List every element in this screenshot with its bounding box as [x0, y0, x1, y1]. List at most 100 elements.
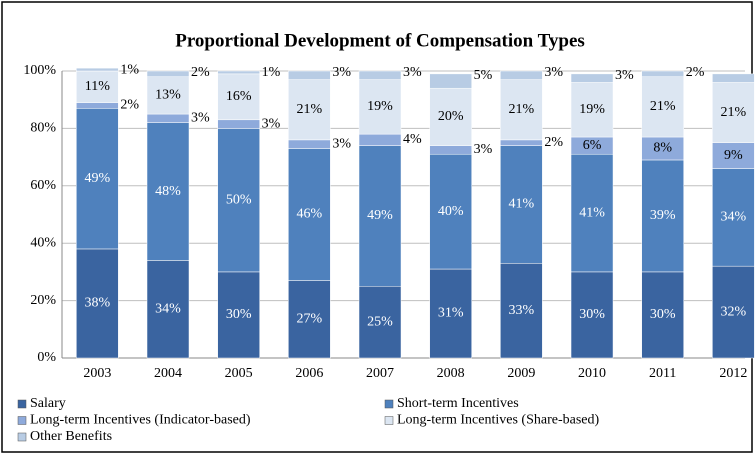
data-label: 20% — [438, 109, 464, 124]
data-label: 3% — [544, 65, 563, 80]
bar-segment — [76, 248, 119, 359]
data-label: 38% — [84, 296, 110, 311]
x-tick-label: 2004 — [154, 366, 182, 381]
x-tick-label: 2010 — [578, 366, 606, 381]
x-tick-label: 2006 — [295, 366, 323, 381]
data-label: 11% — [85, 79, 110, 94]
data-label: 33% — [509, 303, 535, 318]
bar-segment — [288, 148, 331, 281]
bar-segment — [429, 145, 472, 155]
bar-segment — [500, 139, 543, 146]
bar-segment — [500, 263, 543, 359]
bar-segment — [288, 280, 331, 359]
data-label: 8% — [653, 141, 672, 156]
data-label: 13% — [155, 88, 181, 103]
bar-segment — [146, 70, 190, 77]
data-label: 41% — [509, 197, 535, 212]
bar-segment — [76, 70, 119, 103]
chart-title: Proportional Development of Compensation… — [175, 30, 585, 51]
x-tick-label: 2005 — [225, 366, 253, 381]
data-label: 2% — [120, 98, 139, 113]
data-label: 49% — [84, 171, 110, 186]
x-tick-label: 2003 — [83, 366, 111, 381]
x-tick-label: 2007 — [366, 366, 394, 381]
x-tick-label: 2011 — [649, 366, 676, 381]
data-label: 2% — [191, 65, 210, 80]
bar-segment — [570, 153, 614, 273]
bar-segment — [500, 145, 543, 264]
bar-segment — [217, 70, 260, 75]
bar-segment — [641, 159, 684, 273]
y-tick-label: 40% — [30, 235, 56, 250]
data-label: 3% — [191, 111, 210, 126]
bar-segment — [570, 271, 614, 359]
legend-swatch — [384, 416, 394, 425]
legend-swatch — [17, 432, 27, 442]
bar-segment — [288, 70, 331, 80]
data-label: 40% — [438, 204, 464, 219]
y-tick-label: 80% — [30, 121, 56, 136]
bar-segment — [358, 133, 402, 146]
bar-segment — [146, 260, 190, 359]
bar-segment — [641, 70, 684, 77]
data-label: 46% — [297, 207, 323, 222]
data-label: 41% — [579, 205, 605, 220]
data-label: 21% — [509, 102, 535, 117]
bar-segment — [570, 73, 614, 83]
bar-segment — [76, 108, 119, 250]
bar-segment — [217, 119, 260, 129]
data-label: 49% — [367, 208, 393, 223]
bar-segment — [641, 76, 684, 138]
data-label: 25% — [367, 314, 393, 329]
legend-swatch — [17, 416, 27, 425]
bar-segment — [429, 153, 472, 270]
bar-segment — [712, 82, 755, 144]
legend-label: Short-term Incentives — [397, 396, 519, 411]
legend-label: Long-term Incentives (Share-based) — [397, 413, 599, 428]
data-label: 48% — [155, 184, 181, 199]
data-label: 3% — [403, 65, 422, 80]
bar-segment — [712, 73, 755, 83]
data-label: 21% — [721, 105, 747, 120]
x-tick-label: 2012 — [719, 366, 747, 381]
bar-segment — [146, 122, 190, 261]
bar-segment — [288, 79, 331, 141]
data-label: 5% — [474, 68, 493, 83]
legend-label: Other Benefits — [30, 429, 112, 444]
bar-segment — [570, 82, 614, 138]
data-label: 31% — [438, 306, 464, 321]
data-label: 27% — [297, 311, 323, 326]
bar-segment — [76, 67, 119, 72]
bar-segment — [500, 79, 543, 141]
data-label: 21% — [650, 99, 676, 114]
data-label: 21% — [297, 102, 323, 117]
bar-segment — [500, 70, 543, 80]
data-label: 30% — [579, 307, 605, 322]
data-label: 34% — [155, 301, 181, 316]
legend-swatch — [17, 399, 27, 409]
legend-swatch — [384, 399, 394, 409]
data-label: 1% — [262, 65, 281, 80]
data-label: 3% — [615, 68, 634, 83]
data-label: 30% — [650, 307, 676, 322]
data-label: 39% — [650, 208, 676, 223]
data-label: 50% — [226, 192, 252, 207]
data-label: 3% — [332, 65, 351, 80]
data-label: 1% — [120, 62, 139, 77]
bar-segment — [712, 265, 755, 359]
data-label: 3% — [262, 116, 281, 131]
data-label: 6% — [583, 138, 602, 153]
bar-segment — [429, 268, 472, 359]
x-tick-label: 2008 — [437, 366, 465, 381]
legend-label: Salary — [30, 396, 66, 411]
bar-segment — [358, 145, 402, 287]
data-label: 2% — [686, 65, 705, 80]
bar-segment — [429, 87, 472, 146]
x-tick-label: 2009 — [507, 366, 535, 381]
y-tick-label: 20% — [30, 293, 56, 308]
bar-segment — [146, 113, 190, 123]
data-label: 2% — [544, 135, 563, 150]
bar-segment — [288, 139, 331, 149]
bar-segment — [217, 73, 260, 121]
